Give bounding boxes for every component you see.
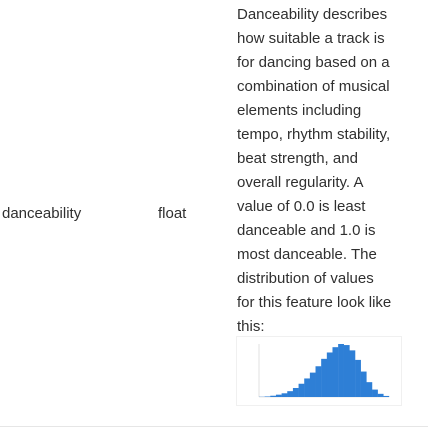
histogram-bar [338, 344, 344, 397]
description-line: how suitable a track is [237, 30, 385, 47]
histogram-bar [292, 387, 299, 397]
histogram-bar [332, 347, 339, 397]
description-line: Danceability describes [237, 6, 388, 23]
histogram-bar [298, 383, 305, 397]
histogram-thumbnail[interactable] [237, 337, 401, 405]
description-line: elements including [237, 102, 362, 119]
histogram-bar [264, 396, 271, 397]
description-text: Danceability describes how suitable a tr… [237, 3, 415, 339]
feature-description: Danceability describes how suitable a tr… [237, 3, 415, 339]
description-line: danceable and 1.0 is [237, 222, 376, 239]
description-line: tempo, rhythm stability, [237, 126, 391, 143]
description-line: this: [237, 318, 265, 335]
histogram-bar [366, 382, 373, 397]
description-line: beat strength, and [237, 150, 358, 167]
histogram-bar [349, 350, 356, 397]
histogram-bar [315, 366, 322, 397]
histogram-bar [270, 395, 277, 397]
histogram-bar [281, 393, 288, 397]
histogram-chart [258, 344, 390, 398]
feature-name: danceability [2, 205, 82, 222]
description-line: combination of musical [237, 78, 390, 95]
histogram-bar [355, 359, 361, 397]
histogram-bar [326, 352, 333, 397]
histogram-bars [259, 344, 390, 397]
histogram-bar [275, 394, 282, 397]
histogram-bar [377, 393, 384, 397]
histogram-bar [383, 395, 390, 397]
histogram-bar [287, 391, 294, 397]
description-line: value of 0.0 is least [237, 198, 366, 215]
histogram-bar [360, 371, 367, 397]
description-line: most danceable. The [237, 246, 377, 263]
histogram-bar [343, 345, 350, 397]
histogram-bar [372, 389, 378, 397]
description-line: overall regularity. A [237, 174, 364, 191]
description-line: distribution of values [237, 270, 374, 287]
description-line: for this feature look like [237, 294, 392, 311]
histogram-bar [321, 358, 328, 397]
feature-type: float [158, 205, 187, 222]
histogram-bar [304, 378, 311, 397]
histogram-bar [309, 372, 316, 397]
description-line: for dancing based on a [237, 54, 390, 71]
